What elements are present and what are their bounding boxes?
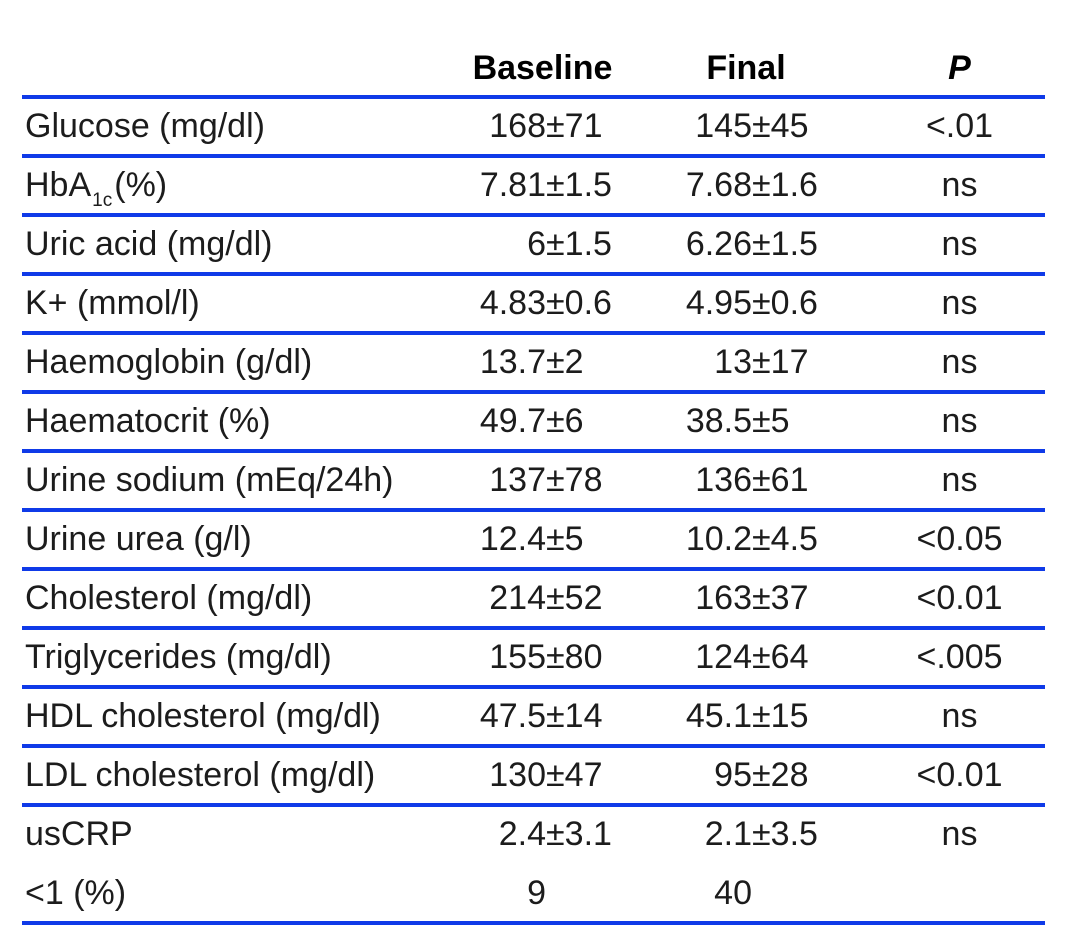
table-row: Glucose (mg/dl) 168 ±71 145 ±45 <.01 bbox=[22, 99, 1045, 158]
metric-label: Uric acid (mg/dl) bbox=[22, 217, 445, 272]
p-header-label: P bbox=[948, 49, 971, 87]
final-value: 13 ±17 bbox=[714, 343, 809, 381]
table-row: Urine urea (g/l) 12.4 ±5 10.2 ±4.5 <0.05 bbox=[22, 512, 1045, 571]
metric-label-text: Uric acid (mg/dl) bbox=[25, 225, 273, 263]
p-value: ns bbox=[941, 402, 978, 440]
baseline-value: 2.4 ±3.1 bbox=[498, 815, 612, 853]
table-header-row: Baseline Final P bbox=[22, 41, 1045, 99]
metric-label: HDL cholesterol (mg/dl) bbox=[22, 689, 445, 744]
baseline-value: 214 ±52 bbox=[489, 579, 603, 617]
final-value: 95 ±28 bbox=[714, 756, 809, 794]
metric-label-text: <1 (%) bbox=[25, 874, 127, 912]
table-row: Haematocrit (%) 49.7 ±6 38.5 ±5 ns bbox=[22, 394, 1045, 453]
baseline-value: 13.7 ±2 bbox=[479, 343, 584, 381]
table-row: HDL cholesterol (mg/dl) 47.5 ±14 45.1 ±15 … bbox=[22, 689, 1045, 748]
metric-label: Triglycerides (mg/dl) bbox=[22, 630, 445, 685]
final-value: 7.68 ±1.6 bbox=[685, 166, 818, 204]
table-row: Urine sodium (mEq/24h) 137 ±78 136 ±61 ns bbox=[22, 453, 1045, 512]
p-value: <.005 bbox=[916, 638, 1003, 676]
metric-label-text: LDL cholesterol (mg/dl) bbox=[25, 756, 376, 794]
baseline-value: 4.83 ±0.6 bbox=[479, 284, 612, 322]
p-value: ns bbox=[941, 815, 978, 853]
metric-label-text: Glucose (mg/dl) bbox=[25, 107, 265, 145]
table-row: LDL cholesterol (mg/dl) 130 ±47 95 ±28 <0.… bbox=[22, 748, 1045, 807]
baseline-value: 130 ±47 bbox=[489, 756, 603, 794]
final-value: 136 ±61 bbox=[695, 461, 809, 499]
baseline-value: 137 ±78 bbox=[489, 461, 603, 499]
p-value: ns bbox=[941, 343, 978, 381]
p-value: ns bbox=[941, 697, 978, 735]
final-value: 45.1 ±15 bbox=[685, 697, 809, 735]
metric-label-text: HDL cholesterol (mg/dl) bbox=[25, 697, 381, 735]
col-header-metric bbox=[22, 41, 445, 95]
p-value: ns bbox=[941, 284, 978, 322]
metric-label-text: Urine sodium (mEq/24h) bbox=[25, 461, 394, 499]
p-value bbox=[852, 866, 1045, 921]
table-row: <1 (%) 9 40 bbox=[22, 866, 1045, 925]
metric-label-text: Triglycerides (mg/dl) bbox=[25, 638, 332, 676]
metric-label-text: HbA bbox=[25, 166, 92, 204]
p-value: ns bbox=[941, 225, 978, 263]
table-row: usCRP 2.4 ±3.1 2.1 ±3.5 ns bbox=[22, 807, 1045, 866]
metric-label: Urine sodium (mEq/24h) bbox=[22, 453, 445, 508]
metric-label: Urine urea (g/l) bbox=[22, 512, 445, 567]
metric-label: LDL cholesterol (mg/dl) bbox=[22, 748, 445, 803]
final-value: 6.26 ±1.5 bbox=[685, 225, 818, 263]
baseline-value: 47.5 ±14 bbox=[479, 697, 603, 735]
p-value: ns bbox=[941, 166, 978, 204]
final-value: 10.2 ±4.5 bbox=[685, 520, 818, 558]
table-row: Haemoglobin (g/dl) 13.7 ±2 13 ±17 ns bbox=[22, 335, 1045, 394]
metric-label-text: K+ (mmol/l) bbox=[25, 284, 200, 322]
baseline-value: 49.7 ±6 bbox=[479, 402, 584, 440]
metric-label-text: Cholesterol (mg/dl) bbox=[25, 579, 313, 617]
metric-label-text: Haemoglobin (g/dl) bbox=[25, 343, 313, 381]
baseline-value: 9 bbox=[527, 874, 546, 912]
metric-label: usCRP bbox=[22, 807, 445, 866]
metric-label: Cholesterol (mg/dl) bbox=[22, 571, 445, 626]
final-value: 163 ±37 bbox=[695, 579, 809, 617]
final-value: 145 ±45 bbox=[695, 107, 809, 145]
metric-label-text: usCRP bbox=[25, 815, 133, 853]
table-row: K+ (mmol/l) 4.83 ±0.6 4.95 ±0.6 ns bbox=[22, 276, 1045, 335]
p-value: <.01 bbox=[925, 107, 994, 145]
final-value: 40 bbox=[714, 874, 752, 912]
metric-label: Glucose (mg/dl) bbox=[22, 99, 445, 154]
metric-label: Haemoglobin (g/dl) bbox=[22, 335, 445, 390]
col-header-p: P bbox=[852, 41, 1045, 95]
baseline-value: 6 ±1.5 bbox=[527, 225, 612, 263]
metric-label-suffix: (%) bbox=[114, 166, 168, 204]
table-row: Cholesterol (mg/dl) 214 ±52 163 ±37 <0.01 bbox=[22, 571, 1045, 630]
baseline-value: 12.4 ±5 bbox=[479, 520, 584, 558]
col-header-baseline: Baseline bbox=[472, 49, 613, 87]
metric-label: HbA1c(%) bbox=[22, 158, 445, 213]
p-value: <0.01 bbox=[916, 756, 1003, 794]
p-value: ns bbox=[941, 461, 978, 499]
metric-label-text: Urine urea (g/l) bbox=[25, 520, 252, 558]
col-header-final: Final bbox=[706, 49, 786, 87]
baseline-value: 7.81 ±1.5 bbox=[479, 166, 612, 204]
final-value: 4.95 ±0.6 bbox=[685, 284, 818, 322]
table-row: HbA1c(%) 7.81 ±1.5 7.68 ±1.6 ns bbox=[22, 158, 1045, 217]
p-value: <0.05 bbox=[916, 520, 1003, 558]
final-value: 38.5 ±5 bbox=[685, 402, 790, 440]
metric-label-text: Haematocrit (%) bbox=[25, 402, 271, 440]
table-row: Triglycerides (mg/dl) 155 ±80 124 ±64 <.00… bbox=[22, 630, 1045, 689]
metric-label: <1 (%) bbox=[22, 866, 445, 921]
baseline-value: 168 ±71 bbox=[489, 107, 603, 145]
lab-results-table: Baseline Final P Glucose (mg/dl) 168 ±71 … bbox=[22, 41, 1045, 925]
metric-label: K+ (mmol/l) bbox=[22, 276, 445, 331]
baseline-value: 155 ±80 bbox=[489, 638, 603, 676]
final-value: 2.1 ±3.5 bbox=[704, 815, 818, 853]
final-value: 124 ±64 bbox=[695, 638, 809, 676]
table-row: Uric acid (mg/dl) 6 ±1.5 6.26 ±1.5 ns bbox=[22, 217, 1045, 276]
metric-label: Haematocrit (%) bbox=[22, 394, 445, 449]
metric-label-subscript: 1c bbox=[92, 190, 113, 212]
p-value: <0.01 bbox=[916, 579, 1003, 617]
